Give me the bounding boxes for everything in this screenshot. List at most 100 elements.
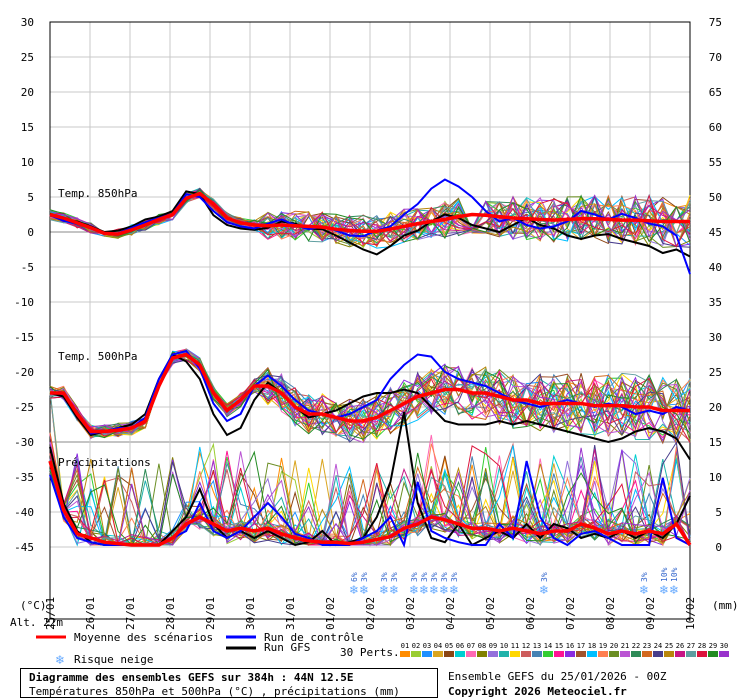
legend-member-swatch (642, 651, 652, 657)
legend-member-id: 14 (544, 642, 552, 650)
snowflake-icon: ❄ (389, 583, 399, 597)
legend-member-swatch (675, 651, 685, 657)
x-date-label: 27/01 (124, 597, 137, 630)
legend-member-id: 20 (610, 642, 618, 650)
y-right-unit: (mm) (712, 599, 739, 612)
member-precip-line (49, 442, 691, 547)
y-right-tick: 5 (715, 506, 722, 519)
snowflake-icon: ❄ (439, 583, 449, 597)
legend-member-id: 28 (698, 642, 706, 650)
snow-risk-pct: 3% (390, 572, 399, 582)
precip-mean-line (48, 460, 692, 547)
t850-gfs-line (49, 190, 691, 258)
y-left-tick: -15 (14, 331, 34, 344)
y-left-tick: 10 (21, 156, 34, 169)
y-left-tick: -25 (14, 401, 34, 414)
legend-member-swatch (411, 651, 421, 657)
legend-member-swatch (488, 651, 498, 657)
x-date-label: 30/01 (244, 597, 257, 630)
legend-member-id: 27 (687, 642, 695, 650)
legend-member-swatch (653, 651, 663, 657)
legend-member-id: 17 (577, 642, 585, 650)
y-right-tick: 15 (709, 436, 722, 449)
legend-mean-label: Moyenne des scénarios (74, 631, 213, 644)
snowflake-icon: ❄ (349, 583, 359, 597)
y-right-tick: 35 (709, 296, 722, 309)
snowflake-icon: ❄ (669, 583, 679, 597)
y-left-tick: 25 (21, 51, 34, 64)
snowflake-icon: ❄ (429, 583, 439, 597)
snowflake-icon: ❄ (359, 583, 369, 597)
x-date-label: 08/02 (604, 597, 617, 630)
x-date-label: 26/01 (84, 597, 97, 630)
member-t850-line (49, 193, 691, 247)
x-date-label: 28/01 (164, 597, 177, 630)
y-left-tick: 0 (27, 226, 34, 239)
legend-member-id: 23 (643, 642, 651, 650)
x-date-label: 31/01 (284, 597, 297, 630)
x-date-label: 04/02 (444, 597, 457, 630)
snowflake-icon: ❄ (379, 583, 389, 597)
y-left-tick: -20 (14, 366, 34, 379)
panel-label-t500: Temp. 500hPa (58, 350, 137, 363)
snow-risk-pct: 3% (410, 572, 419, 582)
legend-member-swatch (521, 651, 531, 657)
snowflake-icon: ❄ (659, 583, 669, 597)
legend-member-swatch (587, 651, 597, 657)
snowflake-icon: ❄ (539, 583, 549, 597)
snow-risk-pct: 3% (430, 572, 439, 582)
y-left-tick: 5 (27, 191, 34, 204)
t850-mean-line (49, 191, 690, 236)
main-series (48, 178, 692, 549)
y-right-tick: 10 (709, 471, 722, 484)
legend-member-id: 06 (456, 642, 464, 650)
y-right-tick: 60 (709, 121, 722, 134)
run-info: Ensemble GEFS du 25/01/2026 - 00Z (448, 670, 667, 683)
legend-member-swatch (543, 651, 553, 657)
x-date-label: 10/02 (684, 597, 697, 630)
member-precip-line (49, 441, 691, 546)
member-precip-line (49, 450, 691, 547)
x-date-label: 29/01 (204, 597, 217, 630)
legend-member-swatch (686, 651, 696, 657)
x-date-label: 09/02 (644, 597, 657, 630)
legend-member-id: 15 (555, 642, 563, 650)
legend-member-swatch (719, 651, 729, 657)
legend-member-swatch (400, 651, 410, 657)
y-right-tick: 20 (709, 401, 722, 414)
legend: Moyenne des scénarios Run de contrôleRun … (36, 631, 729, 667)
legend-member-swatch (422, 651, 432, 657)
snow-risk-pct: 3% (440, 572, 449, 582)
y-right-tick: 45 (709, 226, 722, 239)
legend-member-id: 29 (709, 642, 717, 650)
legend-member-id: 26 (676, 642, 684, 650)
panel-label-precip: Précipitations (58, 456, 151, 469)
legend-member-id: 07 (467, 642, 475, 650)
ensemble-chart: 302520151050-5-10-15-20-25-30-35-40-4575… (10, 16, 739, 667)
chart-axes: 302520151050-5-10-15-20-25-30-35-40-4575… (10, 16, 739, 630)
legend-member-swatch (598, 651, 608, 657)
legend-member-swatch (532, 651, 542, 657)
legend-gfs-label: Run GFS (264, 641, 310, 654)
legend-member-swatch (455, 651, 465, 657)
legend-member-id: 19 (599, 642, 607, 650)
legend-member-id: 16 (566, 642, 574, 650)
x-date-label: 07/02 (564, 597, 577, 630)
legend-member-id: 02 (412, 642, 420, 650)
legend-member-id: 21 (621, 642, 629, 650)
panel-label-t850: Temp. 850hPa (58, 187, 137, 200)
copyright: Copyright 2026 Meteociel.fr (448, 685, 627, 698)
legend-snow-label: Risque neige (74, 653, 153, 666)
snowflake-icon: ❄ (419, 583, 429, 597)
x-date-label: 05/02 (484, 597, 497, 630)
legend-member-swatch (499, 651, 509, 657)
legend-member-id: 08 (478, 642, 486, 650)
legend-member-swatch (554, 651, 564, 657)
legend-member-swatch (576, 651, 586, 657)
y-right-tick: 65 (709, 86, 722, 99)
legend-member-swatch (444, 651, 454, 657)
y-left-tick: -45 (14, 541, 34, 554)
legend-member-swatch (697, 651, 707, 657)
legend-member-id: 05 (445, 642, 453, 650)
y-left-tick: -30 (14, 436, 34, 449)
